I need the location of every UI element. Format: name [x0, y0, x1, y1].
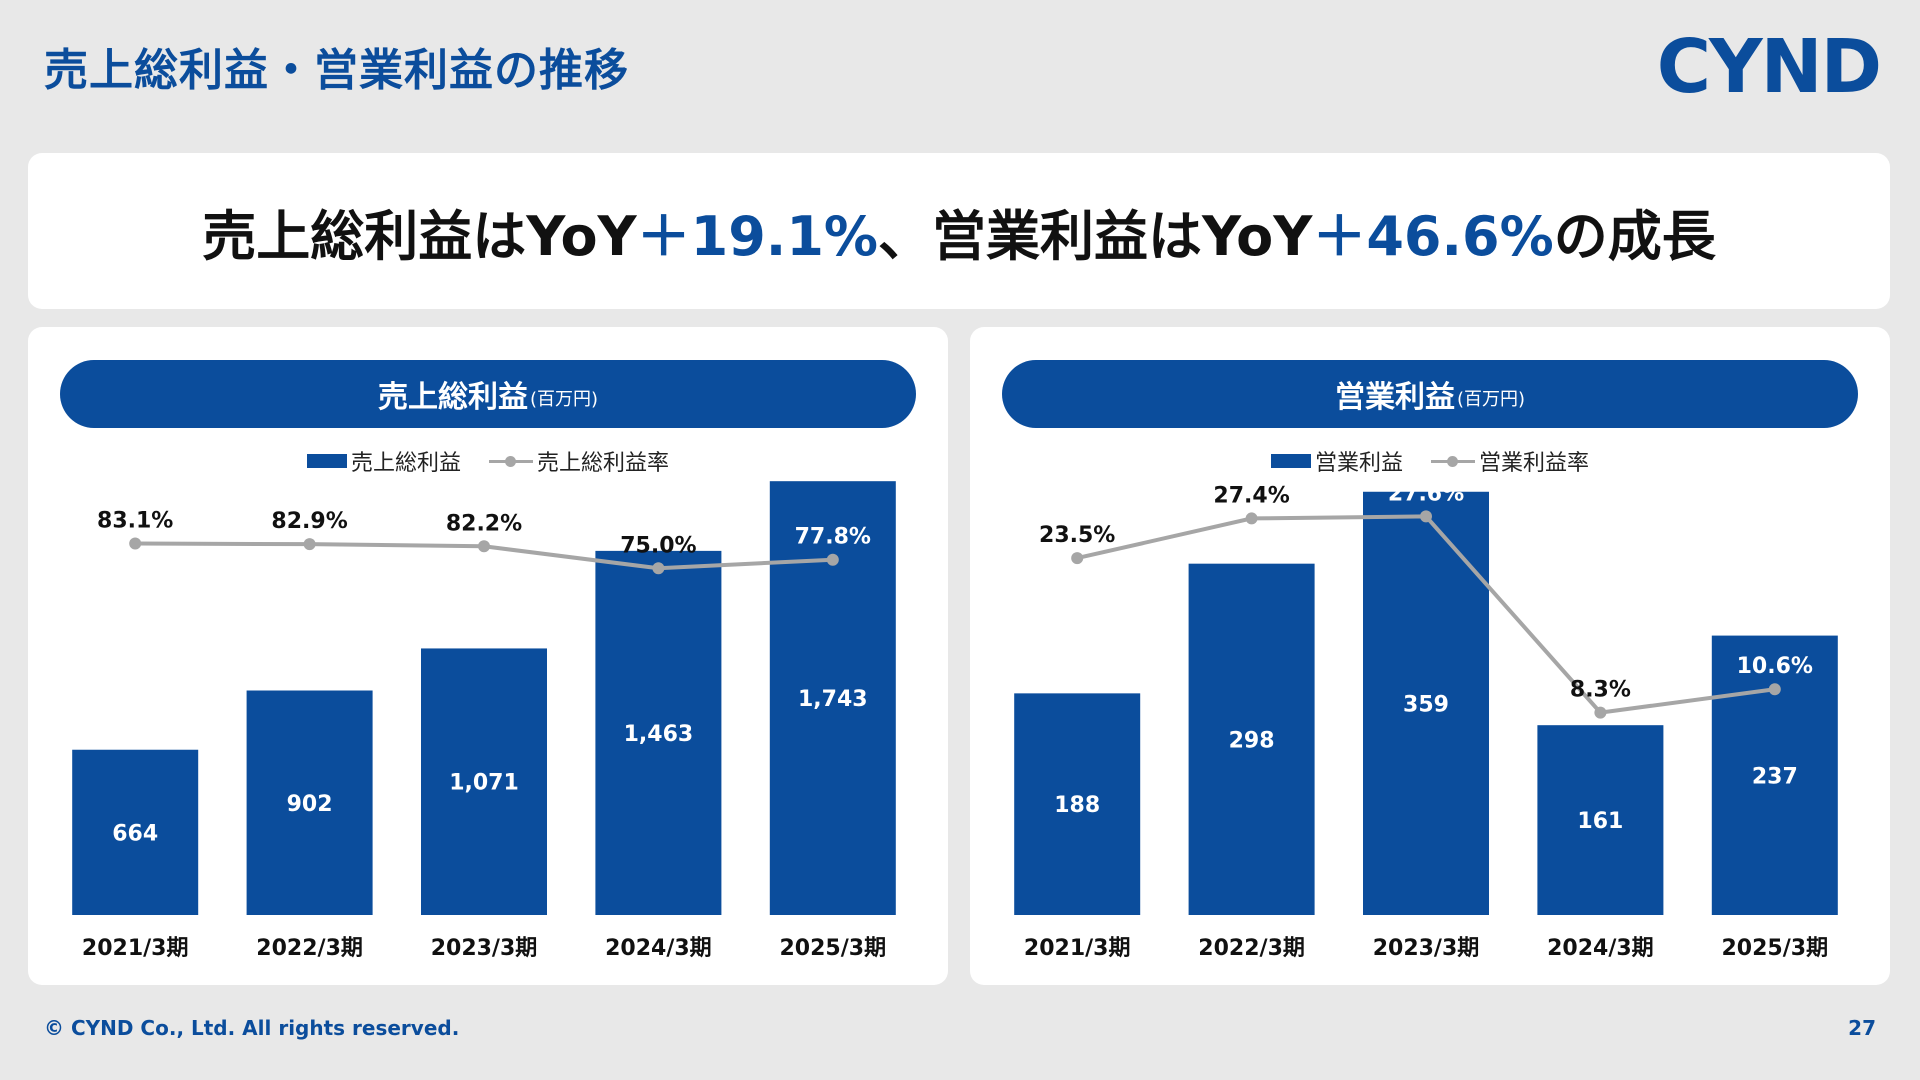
legend-bar-label: 売上総利益 [350, 451, 461, 476]
headline-part3: の成長 [1553, 204, 1716, 268]
operating-profit-chart-card: 営業利益 (百万円) 営業利益 営業利益率 188 2021/3期 298 2022/… [970, 327, 1890, 985]
gross-profit-chart-title-pill: 売上総利益 (百万円) [60, 360, 916, 428]
rate-label-3: 75.0% [620, 533, 696, 558]
legend-item-line: 営業利益率 [1431, 445, 1589, 477]
legend-line-label: 売上総利益率 [537, 451, 670, 476]
rate-label-4: 10.6% [1737, 654, 1813, 679]
company-logo: CYND [1656, 24, 1882, 110]
category-label-4: 2025/3期 [1722, 936, 1829, 961]
rate-label-0: 83.1% [97, 509, 173, 534]
bar-4 [769, 481, 896, 915]
bar-value-label-3: 161 [1577, 809, 1623, 834]
rate-label-3: 8.3% [1570, 678, 1631, 703]
category-label-4: 2025/3期 [780, 936, 887, 961]
operating-profit-chart-title-pill: 営業利益 (百万円) [1002, 360, 1858, 428]
bar-1 [1188, 563, 1315, 915]
operating-profit-chart-title: 営業利益 [1334, 380, 1455, 415]
bar-value-label-0: 188 [1054, 793, 1100, 818]
rate-label-0: 23.5% [1039, 523, 1115, 548]
headline-part2: 、営業利益はYoY [878, 204, 1313, 268]
bar-value-label-1: 298 [1229, 728, 1275, 753]
bar-value-label-1: 902 [287, 792, 333, 817]
legend-bar-swatch [1270, 454, 1311, 468]
gross-profit-plot: 664 2021/3期 902 2022/3期 1,071 2023/3期 1,463 202… [72, 481, 896, 961]
rate-point-2 [478, 540, 490, 553]
headline-value1: ＋19.1% [636, 204, 878, 268]
legend-line-swatch [489, 454, 533, 468]
bar-value-label-2: 359 [1403, 692, 1449, 717]
rate-point-3 [652, 562, 665, 575]
category-label-3: 2024/3期 [605, 936, 712, 961]
page-number: 27 [1848, 1016, 1876, 1040]
category-label-1: 2022/3期 [256, 936, 363, 961]
headline-value2: ＋46.6% [1312, 204, 1554, 268]
rate-label-2: 82.2% [446, 511, 522, 536]
bar-value-label-4: 1,743 [798, 687, 868, 712]
legend-item-bar: 営業利益 [1270, 445, 1403, 477]
category-label-0: 2021/3期 [1024, 936, 1131, 961]
rate-point-2 [1420, 510, 1432, 523]
legend-line-label: 営業利益率 [1479, 451, 1590, 476]
legend-line-swatch [1431, 454, 1475, 468]
gross-profit-chart-unit: (百万円) [529, 389, 599, 410]
legend-bar-label: 営業利益 [1314, 451, 1403, 476]
legend-bar-swatch [306, 454, 347, 468]
category-label-1: 2022/3期 [1198, 936, 1305, 961]
bar-1 [246, 690, 373, 915]
rate-point-1 [303, 538, 316, 551]
rate-point-0 [129, 537, 142, 550]
footer-copyright: © CYND Co., Ltd. All rights reserved. [44, 1016, 460, 1040]
rate-point-0 [1071, 552, 1084, 565]
rate-label-2: 27.6% [1388, 481, 1464, 506]
bar-3 [595, 550, 722, 915]
rate-point-4 [1768, 683, 1781, 696]
bar-value-label-3: 1,463 [624, 722, 694, 747]
rate-point-4 [826, 553, 839, 566]
category-label-2: 2023/3期 [431, 936, 538, 961]
gross-profit-chart-card: 売上総利益 (百万円) 売上総利益 売上総利益率 664 2021/3期 902 20… [28, 327, 948, 985]
bar-value-label-4: 237 [1752, 764, 1798, 789]
bar-0 [1014, 693, 1141, 915]
headline: 売上総利益はYoY＋19.1%、営業利益はYoY＋46.6%の成長 [202, 192, 1715, 271]
page-title: 売上総利益・営業利益の推移 [44, 45, 629, 96]
rate-point-3 [1594, 706, 1607, 719]
headline-card: 売上総利益はYoY＋19.1%、営業利益はYoY＋46.6%の成長 [28, 153, 1890, 309]
bar-3 [1537, 725, 1664, 915]
rate-label-1: 82.9% [271, 509, 347, 534]
operating-profit-chart-unit: (百万円) [1456, 389, 1526, 410]
bar-value-label-0: 664 [112, 821, 158, 846]
legend-item-line: 売上総利益率 [489, 445, 669, 477]
rate-point-1 [1245, 512, 1258, 525]
rate-label-1: 27.4% [1213, 483, 1289, 508]
operating-profit-plot: 188 2021/3期 298 2022/3期 359 2023/3期 161 2024/3期… [1014, 481, 1838, 961]
category-label-0: 2021/3期 [82, 936, 189, 961]
category-label-3: 2024/3期 [1547, 936, 1654, 961]
bar-value-label-2: 1,071 [449, 771, 519, 796]
headline-part1: 売上総利益はYoY [202, 204, 637, 268]
bar-4 [1711, 635, 1838, 915]
gross-profit-legend: 売上総利益 売上総利益率 [28, 445, 948, 477]
operating-profit-legend: 営業利益 営業利益率 [970, 445, 1890, 477]
rate-label-4: 77.8% [795, 525, 871, 550]
legend-item-bar: 売上総利益 [306, 445, 461, 477]
bar-2 [421, 648, 547, 915]
bar-0 [72, 749, 199, 915]
gross-profit-chart-title: 売上総利益 [377, 380, 528, 415]
category-label-2: 2023/3期 [1373, 936, 1480, 961]
